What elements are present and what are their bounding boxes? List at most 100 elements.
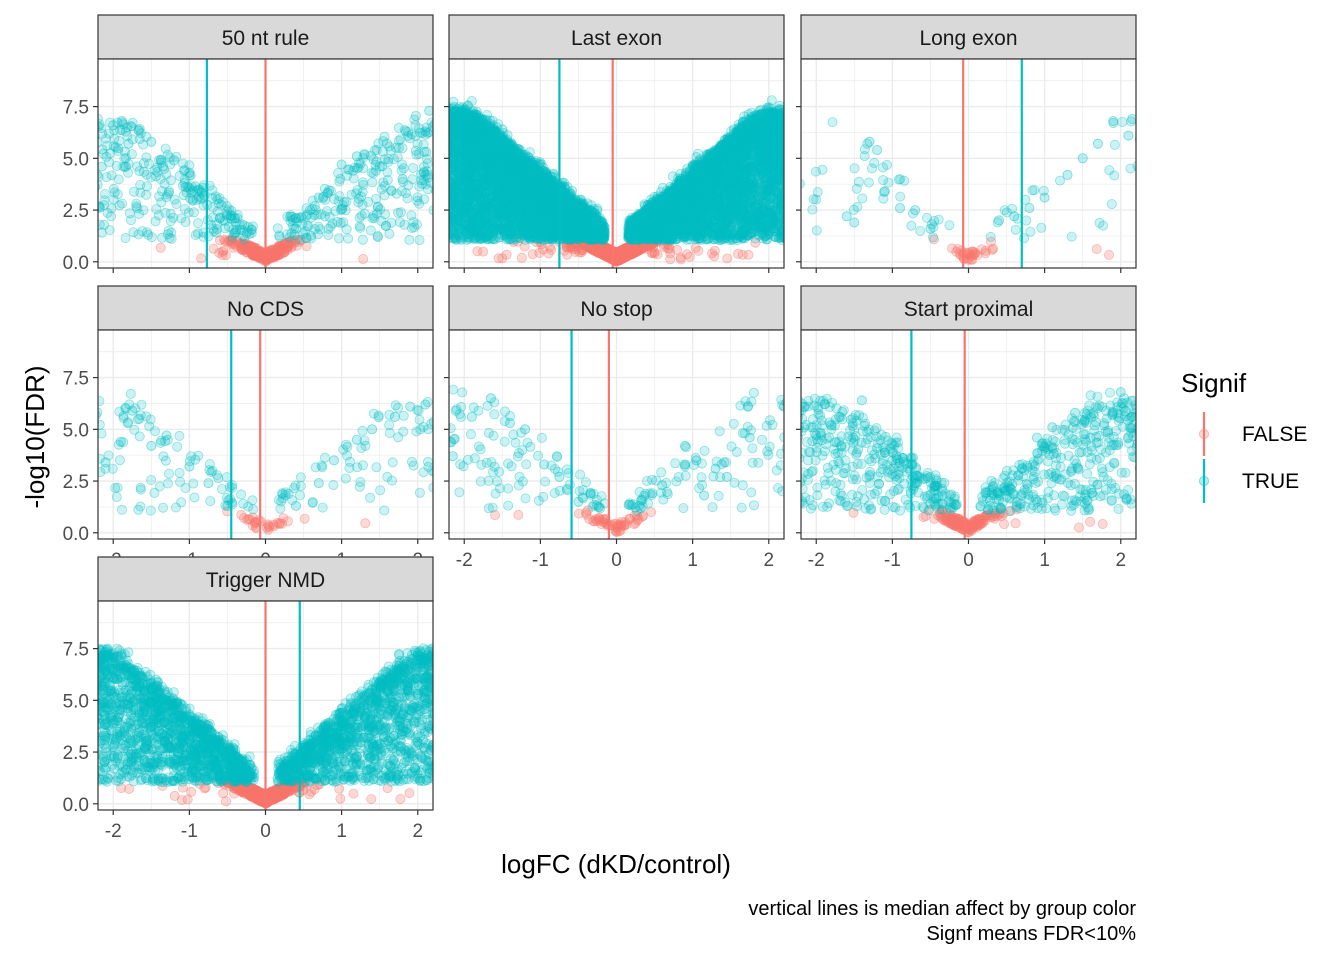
point-false xyxy=(279,238,290,249)
point-false xyxy=(581,241,592,252)
point-false xyxy=(619,250,630,261)
point-false xyxy=(616,245,627,256)
point-true xyxy=(363,196,374,207)
point-true xyxy=(137,226,148,237)
point-false xyxy=(262,247,273,258)
point-false xyxy=(248,245,259,256)
point-true xyxy=(412,139,423,150)
point-true xyxy=(372,232,383,243)
point-true xyxy=(207,202,218,213)
point-true xyxy=(404,234,415,245)
point-true xyxy=(414,234,425,245)
point-false xyxy=(238,245,249,256)
point-false xyxy=(276,240,287,251)
point-true xyxy=(428,205,433,216)
point-true xyxy=(124,208,135,219)
point-false xyxy=(641,239,652,250)
point-true xyxy=(246,224,257,235)
point-true xyxy=(407,174,418,185)
point-true xyxy=(415,169,426,180)
point-true xyxy=(301,211,312,222)
point-true xyxy=(417,178,428,189)
point-false xyxy=(478,246,489,257)
facet-strip xyxy=(97,14,434,60)
point-true xyxy=(390,142,401,153)
point-false xyxy=(296,234,307,245)
point-true xyxy=(227,232,238,243)
point-false xyxy=(244,241,255,252)
point-false xyxy=(223,235,234,246)
point-false xyxy=(270,250,281,261)
point-true xyxy=(115,125,126,136)
point-true xyxy=(190,181,201,192)
point-false xyxy=(616,249,627,260)
point-false xyxy=(600,249,611,260)
point-false xyxy=(244,246,255,257)
point-true xyxy=(404,133,415,144)
point-true xyxy=(146,172,157,183)
point-false xyxy=(617,244,628,255)
point-true xyxy=(305,230,316,241)
point-false xyxy=(252,246,263,257)
point-true xyxy=(119,153,130,164)
point-false xyxy=(286,235,297,246)
point-true xyxy=(178,190,189,201)
point-false xyxy=(267,252,278,263)
point-true xyxy=(302,209,313,220)
point-true xyxy=(150,171,161,182)
point-true xyxy=(406,129,417,140)
point-false xyxy=(284,236,295,247)
point-false xyxy=(267,250,278,261)
point-true xyxy=(225,212,236,223)
point-true xyxy=(179,165,190,176)
point-true xyxy=(117,117,128,128)
point-false xyxy=(237,242,248,253)
point-true xyxy=(122,131,133,142)
point-true xyxy=(161,169,172,180)
point-true xyxy=(126,121,137,132)
point-false xyxy=(251,243,262,254)
point-true xyxy=(239,220,250,231)
point-true xyxy=(352,184,363,195)
point-false xyxy=(586,238,597,249)
point-false xyxy=(605,251,616,262)
point-false xyxy=(246,241,257,252)
point-false xyxy=(226,238,237,249)
point-true xyxy=(382,174,393,185)
point-false xyxy=(196,253,207,264)
point-true xyxy=(99,195,110,206)
point-true xyxy=(341,224,352,235)
point-true xyxy=(171,198,182,209)
point-true xyxy=(287,211,298,222)
point-true xyxy=(402,131,413,142)
point-true xyxy=(191,194,202,205)
point-true xyxy=(371,193,382,204)
point-true xyxy=(214,193,225,204)
point-true xyxy=(98,169,102,180)
point-false xyxy=(218,245,229,256)
point-false xyxy=(273,250,284,261)
point-false xyxy=(281,243,292,254)
point-true xyxy=(284,211,295,222)
point-true xyxy=(371,208,382,219)
point-true xyxy=(409,222,420,233)
point-true xyxy=(356,191,367,202)
point-false xyxy=(224,236,235,247)
point-true xyxy=(329,194,340,205)
point-true xyxy=(192,228,203,239)
point-false xyxy=(214,247,225,258)
point-true xyxy=(241,228,252,239)
point-true xyxy=(325,185,336,196)
point-true xyxy=(282,211,293,222)
point-false xyxy=(684,251,695,262)
point-true xyxy=(309,209,320,220)
point-true xyxy=(198,200,209,211)
point-false xyxy=(267,248,278,259)
point-true xyxy=(418,174,429,185)
point-true xyxy=(392,151,403,162)
point-true xyxy=(237,219,248,230)
point-false xyxy=(278,241,289,252)
point-false xyxy=(240,241,251,252)
point-false xyxy=(237,244,248,255)
